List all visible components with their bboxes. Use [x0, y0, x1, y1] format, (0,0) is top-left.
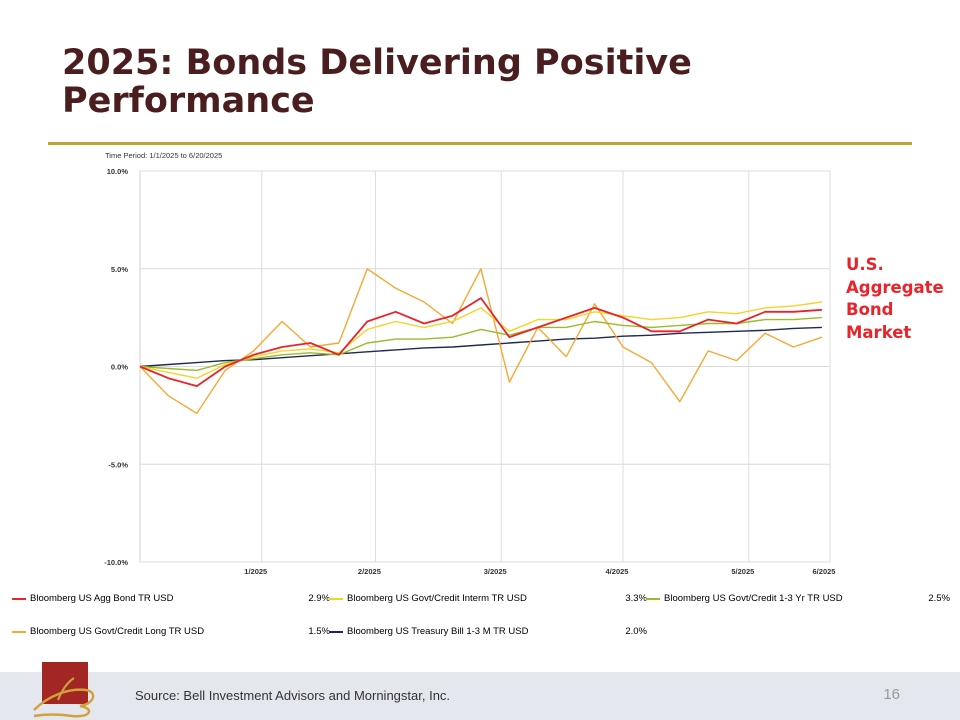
legend-value: 2.5%: [928, 593, 950, 604]
series-line: [139, 297, 822, 388]
callout-line: Market: [846, 322, 912, 342]
callout-text: U.S. Aggregate Bond Market: [846, 254, 944, 344]
legend-label: Bloomberg US Govt/Credit Long TR USD: [30, 626, 205, 637]
legend-label: Bloomberg US Govt/Credit Interm TR USD: [347, 593, 527, 604]
time-period-label: Time Period: 1/1/2025 to 6/20/2025: [105, 151, 223, 160]
title-divider: [48, 142, 912, 145]
legend-label: Bloomberg US Agg Bond TR USD: [30, 593, 174, 604]
legend-value: 3.3%: [625, 593, 647, 604]
y-tick-label: 0.0%: [111, 363, 128, 372]
x-tick-label: 1/2025: [244, 567, 267, 576]
callout-line: Bond: [846, 300, 894, 319]
y-tick-label: 5.0%: [111, 265, 128, 274]
page-number: 16: [883, 686, 900, 703]
legend-swatch: [646, 598, 660, 600]
x-tick-label: 5/2025: [731, 567, 754, 576]
legend-swatch: [329, 631, 343, 633]
legend-label: Bloomberg US Govt/Credit 1-3 Yr TR USD: [664, 593, 843, 604]
footer-bar: [0, 672, 960, 720]
y-tick-label: 10.0%: [107, 167, 129, 176]
x-tick-label: 6/2025: [813, 567, 836, 576]
series-line: [139, 268, 823, 415]
legend-swatch: [12, 631, 26, 633]
y-tick-label: -10.0%: [104, 558, 128, 567]
series-line: [139, 301, 822, 379]
legend-value: 1.5%: [308, 626, 330, 637]
legend-swatch: [329, 598, 343, 600]
legend-swatch: [12, 598, 26, 600]
x-tick-label: 3/2025: [484, 567, 507, 576]
callout-line: U.S.: [846, 255, 884, 274]
series-line: [139, 326, 822, 368]
x-tick-label: 4/2025: [606, 567, 629, 576]
callout-line: Aggregate: [846, 277, 944, 297]
page-title: 2025: Bonds Delivering Positive Performa…: [62, 43, 692, 121]
y-tick-label: -5.0%: [108, 460, 128, 469]
x-tick-label: 2/2025: [358, 567, 381, 576]
legend-value: 2.0%: [625, 626, 647, 637]
legend-label: Bloomberg US Treasury Bill 1-3 M TR USD: [347, 626, 529, 637]
source-note: Source: Bell Investment Advisors and Mor…: [135, 688, 451, 703]
series-line: [139, 316, 822, 372]
legend-value: 2.9%: [308, 593, 330, 604]
bell-logo-icon: [33, 662, 95, 718]
